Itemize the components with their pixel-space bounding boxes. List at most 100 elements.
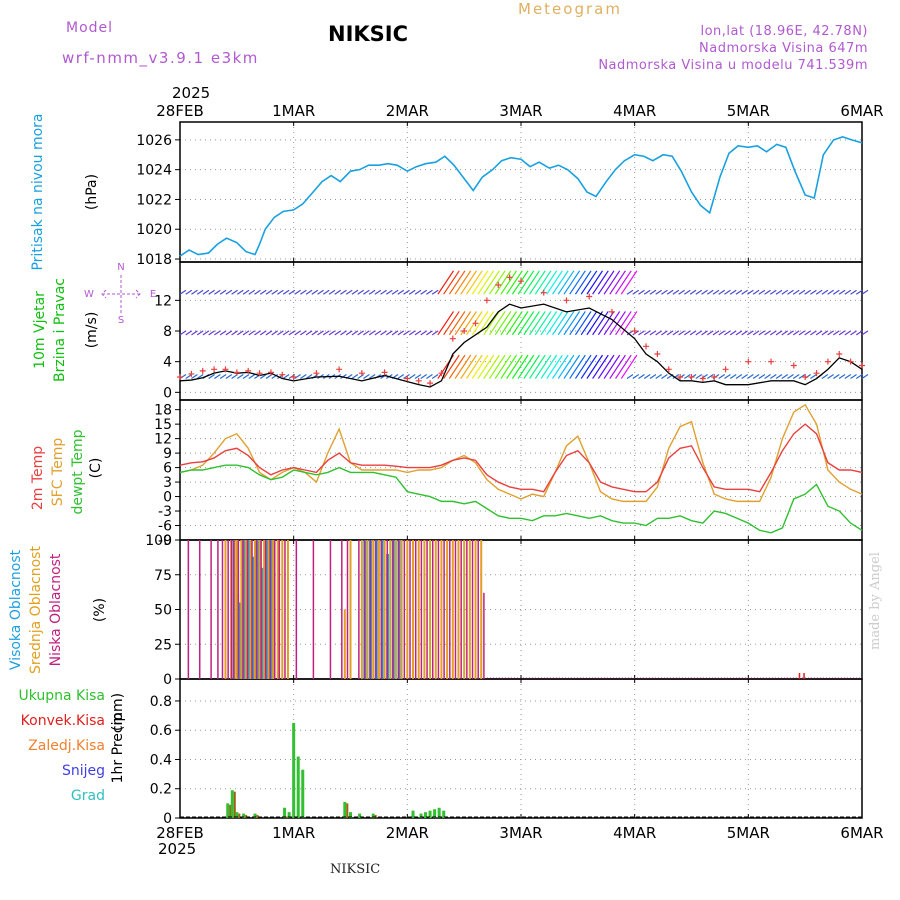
wind-barb	[529, 311, 546, 336]
wind-barb	[294, 289, 301, 295]
precip-total-bar	[442, 810, 446, 818]
wind-gust-marker	[358, 370, 365, 377]
y-tick-label: 8	[163, 324, 172, 340]
wind-barb	[706, 289, 714, 295]
wind-gust-marker	[790, 362, 797, 369]
wind-barb	[792, 330, 800, 336]
wind-barb	[208, 374, 215, 380]
x-tick-label-top: 5MAR	[727, 102, 770, 120]
wind-gust-marker	[699, 375, 706, 382]
wind-barb	[552, 311, 569, 336]
wind-barb	[414, 374, 422, 380]
precip-total-bar	[349, 812, 352, 818]
wind-barb	[787, 330, 794, 336]
wind-barb	[844, 330, 852, 336]
wind-barb	[580, 311, 598, 336]
dewpoint-line	[179, 464, 863, 534]
wind-barb	[861, 289, 869, 295]
wind-barb	[231, 330, 238, 336]
wind-barb	[397, 289, 405, 295]
wind-barb	[420, 330, 428, 336]
wind-barb	[850, 374, 857, 380]
y-tick-label: 0	[163, 672, 172, 688]
wind-barb	[334, 330, 342, 336]
precip-total-bar	[343, 801, 347, 818]
y-tick-label: 0.6	[150, 723, 172, 739]
wind-barb	[259, 330, 267, 336]
wind-barb	[534, 270, 552, 295]
wind-barb	[833, 289, 840, 295]
wind-barb	[597, 354, 615, 379]
wind-gust-marker	[177, 374, 183, 380]
wind-gust-marker	[449, 335, 456, 342]
wind-barb	[225, 330, 233, 336]
wind-barb	[695, 289, 703, 295]
wind-barb	[488, 270, 506, 295]
wind-barb	[603, 311, 621, 336]
wind-barb	[454, 270, 472, 295]
wind-barb	[214, 289, 221, 295]
y-tick-label: 15	[154, 417, 172, 433]
wind-barb	[529, 270, 546, 295]
wind-barb	[437, 311, 454, 336]
wind-barb	[609, 354, 626, 379]
x-tick-label-bottom: 5MAR	[727, 824, 770, 842]
wind-barb	[460, 354, 477, 379]
wind-barb	[781, 289, 789, 295]
wind-barb	[638, 374, 645, 380]
wind-barb	[563, 311, 581, 336]
wind-barb	[632, 330, 640, 336]
wind-gust-marker	[438, 370, 445, 377]
wind-barb	[775, 330, 783, 336]
wind-barb	[483, 270, 500, 295]
wind-barb	[523, 270, 540, 295]
wind-barb	[741, 330, 748, 336]
wind-barb	[420, 289, 428, 295]
model-altitude-label: Nadmorska Visina u modelu 741.539m	[598, 58, 868, 73]
wind-barb	[855, 374, 863, 380]
wind-barb	[500, 354, 518, 379]
wind-barb	[265, 330, 273, 336]
x-tick-label-bottom: 2MAR	[386, 824, 429, 842]
wind-barb	[277, 289, 284, 295]
wind-barb	[477, 354, 495, 379]
wind-barb	[420, 374, 428, 380]
wind-barb	[574, 354, 592, 379]
wind-barb	[695, 330, 703, 336]
wind-barb	[666, 289, 674, 295]
wind-barb	[391, 289, 399, 295]
wind-gust-marker	[608, 308, 615, 315]
wind-barb	[827, 374, 834, 380]
page-title: NIKSIC	[328, 22, 409, 46]
wind-barb	[179, 330, 187, 336]
wind-barb	[488, 311, 506, 336]
x-tick-label-bottom: 3MAR	[499, 824, 542, 842]
wind-barb	[219, 289, 227, 295]
wind-barb	[185, 374, 193, 380]
wind-gust-marker	[813, 370, 820, 377]
wind-barb	[546, 311, 563, 336]
wind-barb	[655, 289, 663, 295]
y-tick-label: 1020	[136, 222, 172, 238]
wind-barb	[724, 374, 731, 380]
wind-barb	[552, 270, 569, 295]
x-tick-label-top: 1MAR	[272, 102, 315, 120]
wind-barb	[225, 289, 233, 295]
wind-barb	[769, 374, 777, 380]
wind-barb	[724, 330, 731, 336]
y-tick-label: 18	[154, 403, 172, 419]
wind-barb	[236, 374, 244, 380]
wind-barb	[357, 374, 364, 380]
wind-barb	[804, 289, 812, 295]
wind-barb	[236, 289, 244, 295]
wind-barb	[592, 270, 609, 295]
wind-barb	[706, 374, 714, 380]
wind-barb	[752, 289, 760, 295]
wind-barb	[574, 270, 592, 295]
wind-barb	[191, 330, 198, 336]
y-tick-label: -6	[158, 519, 172, 535]
wind-barb	[815, 289, 823, 295]
wind-barb	[615, 270, 632, 295]
wind-barb	[649, 374, 657, 380]
